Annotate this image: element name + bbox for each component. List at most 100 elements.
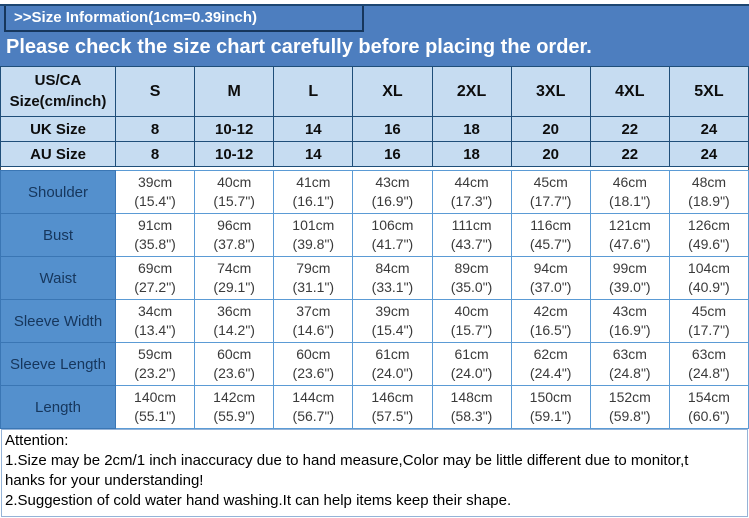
measurement-inch: (14.6") [292,322,335,338]
measurement-cell: 121cm (47.6") [589,213,670,257]
measurement-inch: (41.7") [371,236,414,252]
measurement-inch: (24.4") [529,365,572,381]
measurement-cm: 40cm [217,174,252,190]
measurement-inch: (47.6") [609,236,651,252]
measurement-inch: (43.7") [450,236,493,252]
measurement-cm: 106cm [371,217,414,233]
measurement-inch: (39.8") [292,236,335,252]
measurement-row: Shoulder 39cm (15.4") 40cm (15.7") 41cm (16.1"… [0,170,749,214]
measurement-cell: 148cm (58.3") [431,385,512,429]
measurement-inch: (45.7") [529,236,572,252]
measurement-cell: 111cm (43.7") [431,213,512,257]
measurement-cm: 142cm [213,389,256,405]
measurement-cell: 63cm (24.8") [589,342,670,386]
measurement-cell: 60cm (23.6") [273,342,354,386]
measurement-cm: 140cm [134,389,177,405]
measurement-cm: 42cm [533,303,568,319]
measurement-cell: 41cm (16.1") [273,170,354,214]
measurement-cell: 42cm (16.5") [510,299,591,343]
size-value-cell: 22 [589,141,670,167]
measurement-inch: (15.7") [213,193,255,209]
size-chart-table: US/CA Size(cm/inch) S M L XL 2XL 3XL 4XL 5XL UK… [0,66,749,429]
measurement-cell: 40cm (15.7") [431,299,512,343]
size-column-header: 3XL [510,66,591,117]
measurement-cell: 74cm (29.1") [194,256,275,300]
measurement-row-label: Length [0,385,116,429]
measurement-cm: 59cm [137,346,173,362]
measurement-cm: 46cm [612,174,647,190]
measurement-inch: (37.0") [529,279,572,295]
measurement-cm: 45cm [691,303,727,319]
measurement-cm: 40cm [454,303,489,319]
measurement-cell: 39cm (15.4") [114,170,196,214]
measurement-inch: (16.9") [609,322,651,338]
measurement-cm: 61cm [454,346,489,362]
measurement-cell: 84cm (33.1") [352,256,433,300]
measurement-inch: (31.1") [292,279,335,295]
measurement-inch: (27.2") [134,279,176,295]
measurement-row-label: Bust [0,213,116,257]
measurement-inch: (23.6") [292,365,335,381]
measurement-cm: 116cm [530,217,572,233]
measurement-row: Waist 69cm (27.2") 74cm (29.1") 79cm (31.1") 84… [0,256,749,300]
size-value-cell: 18 [431,141,512,167]
measurement-cm: 36cm [217,303,252,319]
measurement-cell: 62cm (24.4") [510,342,591,386]
size-column-header: 4XL [589,66,670,117]
measurement-cell: 146cm (57.5") [352,385,433,429]
measurement-cm: 60cm [217,346,252,362]
measurement-inch: (23.2") [134,365,176,381]
measurement-cm: 144cm [292,389,335,405]
banner-title: >>Size Information(1cm=0.39inch) [4,6,364,32]
measurement-inch: (59.8") [609,408,651,424]
measurement-cm: 37cm [296,303,331,319]
measurement-cm: 63cm [691,346,727,362]
measurement-cm: 121cm [608,217,651,233]
measurement-inch: (24.0") [371,365,414,381]
measurement-cm: 63cm [612,346,647,362]
measurement-cm: 152cm [608,389,651,405]
size-value-cell: 8 [114,116,196,142]
measurement-cell: 144cm (56.7") [273,385,354,429]
measurement-cm: 61cm [375,346,410,362]
size-row: AU Size 8 10-12 14 16 18 20 22 24 [0,141,749,167]
measurement-inch: (15.4") [134,193,176,209]
measurement-cm: 39cm [375,303,410,319]
measurement-cell: 61cm (24.0") [431,342,512,386]
measurement-inch: (33.1") [371,279,414,295]
attention-note-2: 2.Suggestion of cold water hand washing.… [5,492,512,509]
measurement-cell: 96cm (37.8") [194,213,275,257]
size-value-cell: 14 [273,141,354,167]
measurement-inch: (14.2") [213,322,255,338]
measurement-cm: 99cm [612,260,647,276]
separator-row [0,166,749,171]
corner-header-line1: US/CA [34,72,82,90]
measurement-inch: (17.3") [450,193,493,209]
measurement-cell: 140cm (55.1") [114,385,196,429]
measurement-inch: (24.0") [450,365,493,381]
measurement-cell: 79cm (31.1") [273,256,354,300]
measurement-inch: (39.0") [609,279,651,295]
measurement-cm: 43cm [375,174,410,190]
measurement-inch: (56.7") [292,408,335,424]
measurement-cm: 41cm [296,174,331,190]
size-column-header: L [273,66,354,117]
measurement-cell: 45cm (17.7") [668,299,749,343]
corner-header-line2: Size(cm/inch) [9,92,107,110]
measurement-cell: 59cm (23.2") [114,342,196,386]
measurement-cell: 43cm (16.9") [589,299,670,343]
measurement-cm: 74cm [217,260,252,276]
measurement-cell: 43cm (16.9") [352,170,433,214]
size-value-cell: 8 [114,141,196,167]
measurement-cell: 61cm (24.0") [352,342,433,386]
measurement-cm: 89cm [454,260,489,276]
measurement-inch: (18.9") [688,193,730,209]
measurement-cm: 79cm [296,260,331,276]
measurement-inch: (59.1") [529,408,572,424]
measurement-cm: 104cm [687,260,730,276]
measurement-cm: 43cm [612,303,647,319]
measurement-inch: (16.9") [371,193,414,209]
measurement-cm: 150cm [529,389,572,405]
size-row-label: UK Size [0,116,116,142]
measurement-cell: 44cm (17.3") [431,170,512,214]
